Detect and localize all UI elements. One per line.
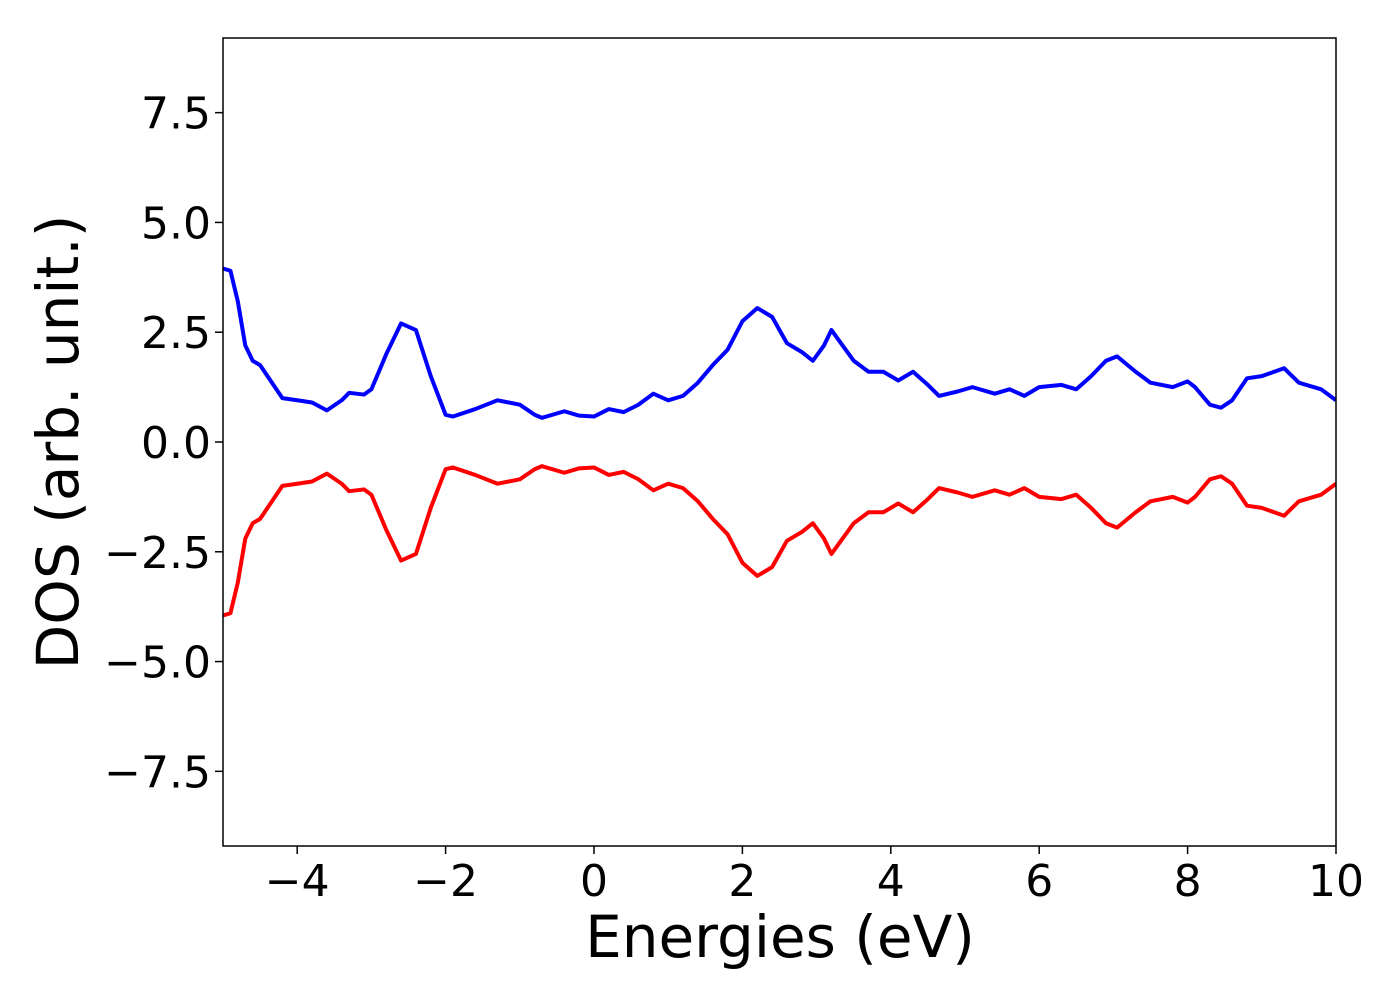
x-tick-label: −4 bbox=[265, 856, 330, 907]
dos-line bbox=[223, 266, 1336, 420]
dos-line bbox=[223, 464, 1336, 618]
y-tick-label: −2.5 bbox=[104, 528, 211, 579]
x-tick-label: −2 bbox=[413, 856, 478, 907]
x-tick-label: 4 bbox=[877, 856, 905, 907]
x-tick-label: 8 bbox=[1174, 856, 1202, 907]
y-axis-label: DOS (arb. unit.) bbox=[24, 215, 92, 670]
y-tick-label: −7.5 bbox=[104, 747, 211, 798]
y-tick-label: 7.5 bbox=[141, 89, 211, 140]
x-tick-label: 0 bbox=[580, 856, 608, 907]
y-tick-label: 2.5 bbox=[141, 308, 211, 359]
y-tick-label: 5.0 bbox=[141, 198, 211, 249]
x-axis-label: Energies (eV) bbox=[585, 903, 975, 971]
x-tick-label: 10 bbox=[1308, 856, 1364, 907]
y-tick-label: 0.0 bbox=[141, 418, 211, 469]
x-tick-label: 6 bbox=[1025, 856, 1053, 907]
y-tick-label: −5.0 bbox=[104, 638, 211, 689]
plot-frame bbox=[222, 37, 1337, 847]
x-tick-label: 2 bbox=[728, 856, 756, 907]
